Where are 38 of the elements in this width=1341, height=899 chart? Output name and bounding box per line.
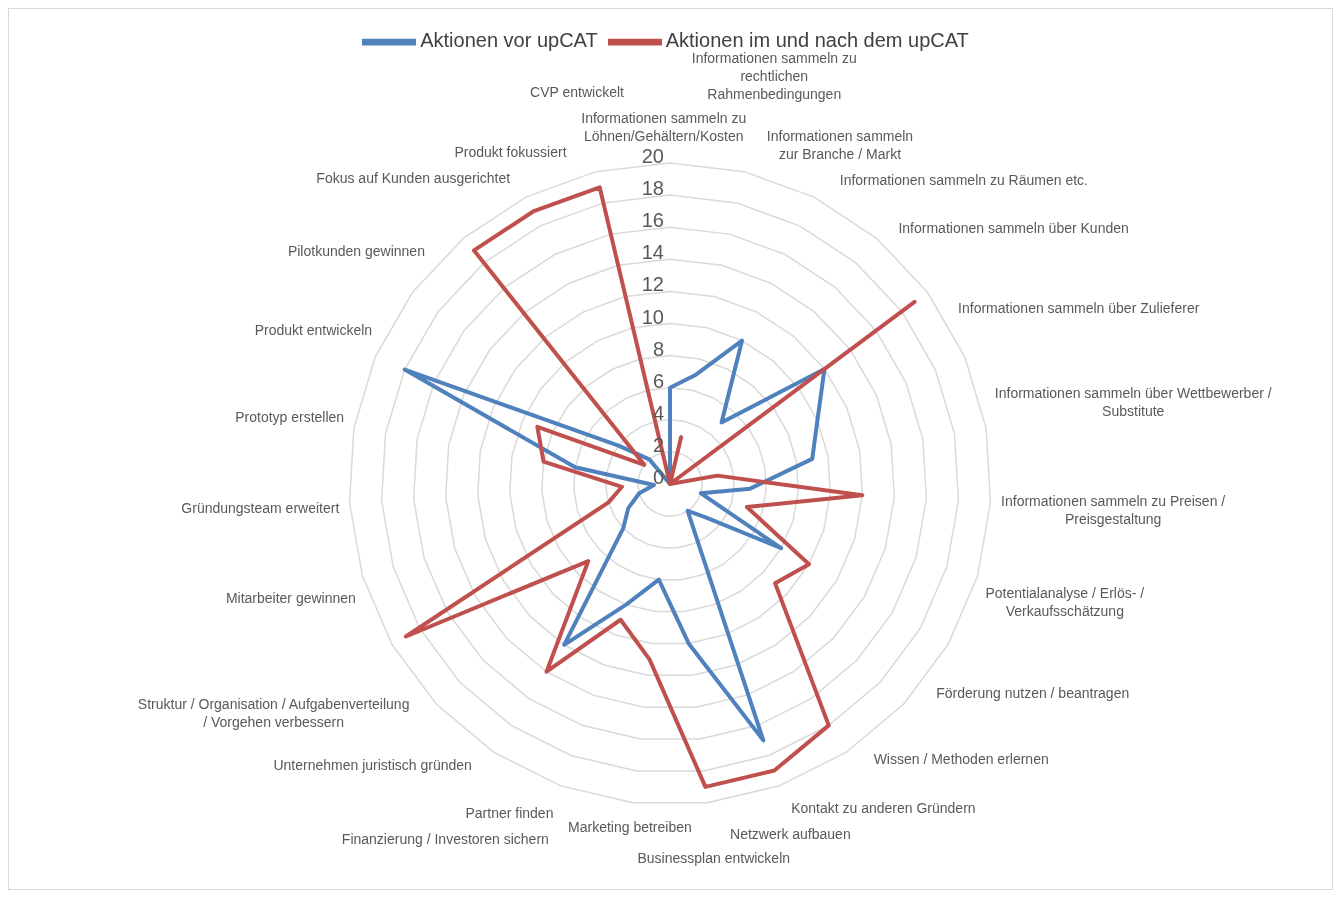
y-tick-label: 0 <box>652 466 664 488</box>
legend-label: Aktionen vor upCAT <box>420 29 598 52</box>
spoke-label: Partner finden <box>465 805 554 822</box>
y-tick-label: 14 <box>641 241 664 264</box>
spoke-label: Informationen sammeln zur Branche / Markt <box>766 128 914 163</box>
y-tick-label: 6 <box>652 369 664 392</box>
spoke-label: Informationen sammeln zu Räumen etc. <box>839 171 1089 188</box>
spoke-label: Fokus auf Kunden ausgerichtet <box>316 169 511 186</box>
spoke-label: Prototyp erstellen <box>235 408 345 425</box>
spoke-label: Informationen sammeln über Zulieferer <box>958 299 1200 316</box>
y-tick-label: 16 <box>641 209 664 232</box>
spoke-label: Mitarbeiter gewinnen <box>225 589 356 606</box>
spoke-label: Informationen sammeln zu Preisen / Preisgestaltung <box>1001 492 1226 527</box>
spoke-label: CVP entwickelt <box>530 83 625 100</box>
spoke-label: Pilotkunden gewinnen <box>287 242 425 259</box>
y-tick-label: 12 <box>641 273 664 296</box>
spoke-label: Struktur / Organisation / Aufgabenverteilung / Vorgehen verbessern <box>137 695 410 730</box>
spoke-label: Informationen sammeln zu rechtlichen Rahmenbedingungen <box>691 50 857 103</box>
spoke-label: Businessplan entwickeln <box>637 850 791 867</box>
spoke-label: Produkt fokussiert <box>454 144 567 161</box>
spoke-label: Produkt entwickeln <box>254 322 373 339</box>
spoke-label: Wissen / Methoden erlernen <box>873 750 1049 767</box>
spoke-label: Informationen sammeln über Wettbewerber / Substitute <box>994 385 1272 420</box>
y-tick-label: 10 <box>641 305 664 328</box>
spoke-label: Förderung nutzen / beantragen <box>936 685 1130 702</box>
legend-label: Aktionen im und nach dem upCAT <box>665 29 969 52</box>
y-tick-label: 8 <box>652 337 664 360</box>
spoke-label: Gründungsteam erweitert <box>181 499 340 516</box>
spoke-label: Netzwerk aufbauen <box>730 825 851 842</box>
spoke-label: Informationen sammeln über Kunden <box>898 220 1129 237</box>
spoke-label: Kontakt zu anderen Gründern <box>791 800 976 817</box>
spoke-label: Finanzierung / Investoren sichern <box>341 830 549 847</box>
spoke-label: Unternehmen juristisch gründen <box>273 756 472 773</box>
spoke-label: Marketing betreiben <box>568 819 692 836</box>
y-tick-label: 20 <box>641 145 664 167</box>
spoke-label: Potentialanalyse / Erlös- / Verkaufsschätzung <box>985 585 1145 620</box>
y-tick-label: 18 <box>641 177 664 200</box>
spoke-label: Informationen sammeln zu Löhnen/Gehältern/Kosten <box>581 109 747 144</box>
